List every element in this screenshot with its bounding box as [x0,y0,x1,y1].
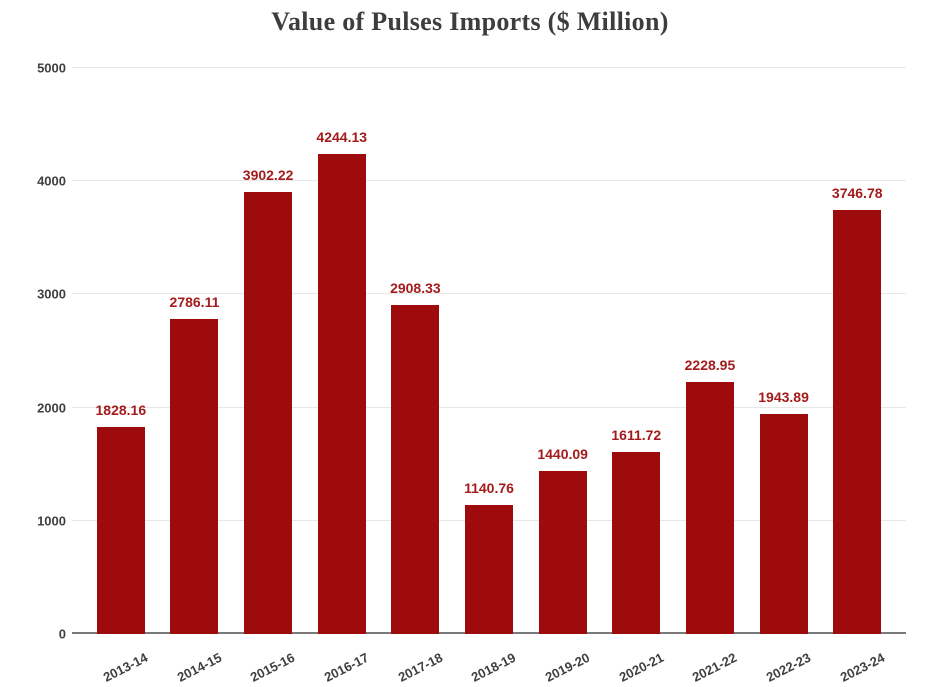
x-tick-label: 2015-16 [248,649,298,685]
x-tick-slot: 2017-18 [379,636,453,687]
bar-value-label: 1828.16 [95,402,147,419]
x-tick-slot: 2015-16 [231,636,305,687]
y-tick-label: 0 [58,626,66,642]
gridline [72,67,906,68]
bar-series: 1828.16 2786.11 3902.22 4244.13 2908.33 1140.… [72,68,906,634]
bar [391,304,440,634]
x-tick-slot: 2013-14 [84,636,158,687]
bar-value-label: 1440.09 [537,445,588,462]
x-tick-slot: 2018-19 [452,636,526,687]
x-tick-label: 2013-14 [100,649,151,685]
bar [170,318,219,634]
x-tick-slot: 2014-15 [158,636,232,687]
bar-slot: 1611.72 [599,68,673,634]
x-tick-label: 2014-15 [174,649,224,685]
bar [833,209,882,634]
y-axis: 0 1000 2000 3000 4000 5000 [0,61,66,642]
bar-slot: 1140.76 [452,68,526,634]
y-tick-label: 2000 [37,400,66,416]
x-tick-slot: 2021-22 [673,636,747,687]
bar-slot: 2228.95 [673,68,747,634]
bar [96,427,145,634]
bar-value-label: 3746.78 [831,184,883,201]
bar-value-label: 1140.76 [464,479,514,496]
y-tick-label: 1000 [37,513,66,529]
bar [317,153,366,634]
gridline [72,406,906,408]
bar [244,192,293,634]
x-tick-slot: 2022-23 [747,636,821,687]
bar-slot: 3746.78 [820,68,894,634]
x-tick-slot: 2023-24 [820,636,894,687]
x-tick-slot: 2016-17 [305,636,379,687]
x-tick-label: 2021-22 [690,649,740,685]
x-tick-label: 2017-18 [395,649,445,685]
y-tick-label: 4000 [37,173,66,189]
bar-value-label: 2228.95 [684,356,736,373]
x-tick-label: 2018-19 [469,649,519,685]
gridline [72,180,906,182]
bar [465,504,514,634]
y-tick-label: 5000 [37,60,66,76]
plot-area: 1828.16 2786.11 3902.22 4244.13 2908.33 1140.… [72,67,906,634]
bar [759,413,808,634]
bar-slot: 1828.16 [84,68,158,634]
bar-value-label: 1611.72 [611,426,662,443]
chart-title: Value of Pulses Imports ($ Million) [271,7,669,36]
x-tick-label: 2023-24 [837,649,887,685]
bar [538,470,587,634]
bar-slot: 3902.22 [231,68,305,634]
x-tick-slot: 2020-21 [599,636,673,687]
x-tick-label: 2020-21 [616,649,666,685]
bar-slot: 4244.13 [305,68,379,634]
bar-value-label: 2786.11 [169,293,220,310]
x-tick-label: 2016-17 [321,649,372,685]
x-tick-label: 2019-20 [542,649,593,685]
bar-value-label: 1943.89 [758,388,809,405]
bar-slot: 2786.11 [158,68,232,634]
bar-value-label: 4244.13 [316,128,368,145]
bar-slot: 1943.89 [747,68,821,634]
bar [612,451,661,634]
bar-slot: 1440.09 [526,68,600,634]
bar-slot: 2908.33 [379,68,453,634]
x-tick-slot: 2019-20 [526,636,600,687]
gridline [72,293,906,295]
bar-value-label: 3902.22 [242,167,294,184]
bar [685,381,734,634]
y-tick-label: 3000 [37,286,66,302]
x-axis: 2013-14 2014-15 2015-16 2016-17 2017-18 2018-… [72,636,906,687]
x-tick-label: 2022-23 [763,649,813,685]
bar-value-label: 2908.33 [390,279,441,296]
